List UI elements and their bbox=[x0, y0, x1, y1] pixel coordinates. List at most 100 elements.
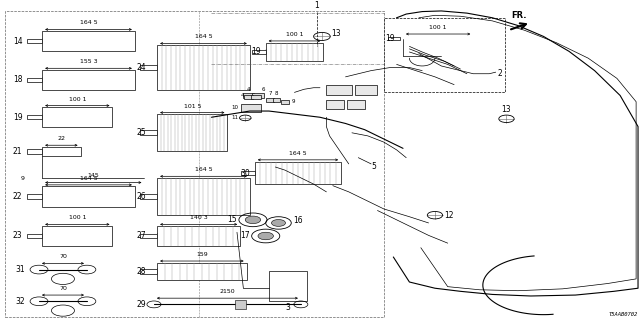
Bar bbox=[266, 98, 274, 102]
Bar bbox=[42, 107, 113, 127]
Text: 100 1: 100 1 bbox=[68, 97, 86, 101]
Bar bbox=[157, 45, 250, 90]
Bar bbox=[244, 95, 253, 100]
Text: 17: 17 bbox=[240, 231, 250, 241]
Text: 13: 13 bbox=[502, 105, 511, 114]
Text: 19: 19 bbox=[251, 47, 260, 57]
Circle shape bbox=[245, 216, 260, 224]
Bar bbox=[255, 162, 341, 184]
Text: 26: 26 bbox=[136, 192, 146, 201]
Text: 3: 3 bbox=[285, 303, 291, 312]
Bar bbox=[241, 104, 260, 112]
Text: 9: 9 bbox=[20, 176, 24, 181]
Bar bbox=[140, 65, 157, 70]
Text: 164 5: 164 5 bbox=[80, 176, 97, 181]
Bar bbox=[157, 226, 240, 246]
Bar bbox=[157, 263, 246, 280]
Text: 19: 19 bbox=[13, 113, 22, 122]
Text: 18: 18 bbox=[13, 76, 22, 84]
Text: 100 1: 100 1 bbox=[68, 215, 86, 220]
Bar bbox=[281, 100, 289, 104]
Circle shape bbox=[258, 232, 273, 240]
Text: 100 1: 100 1 bbox=[429, 25, 447, 30]
Bar bbox=[326, 84, 352, 95]
Text: 70: 70 bbox=[59, 286, 67, 291]
Bar bbox=[355, 84, 378, 95]
Bar bbox=[266, 44, 323, 60]
Text: 140 3: 140 3 bbox=[190, 215, 207, 220]
Text: 19: 19 bbox=[385, 34, 395, 43]
Text: 22: 22 bbox=[58, 136, 65, 141]
Text: 4: 4 bbox=[241, 93, 244, 98]
Bar bbox=[157, 114, 227, 151]
Bar bbox=[27, 115, 42, 119]
Bar bbox=[27, 78, 42, 82]
Text: 159: 159 bbox=[196, 252, 208, 257]
Text: 101 5: 101 5 bbox=[184, 104, 201, 108]
Text: 100 1: 100 1 bbox=[285, 32, 303, 37]
Bar bbox=[326, 100, 344, 109]
Text: 14: 14 bbox=[13, 36, 22, 46]
Bar bbox=[140, 194, 157, 199]
Text: 12: 12 bbox=[445, 211, 454, 220]
Text: 1: 1 bbox=[314, 1, 319, 10]
Bar bbox=[243, 93, 254, 98]
Bar bbox=[348, 100, 365, 109]
Text: 28: 28 bbox=[136, 267, 146, 276]
Text: 164 5: 164 5 bbox=[195, 167, 212, 172]
Circle shape bbox=[271, 220, 285, 226]
Text: 164 5: 164 5 bbox=[80, 20, 97, 25]
Text: 25: 25 bbox=[136, 128, 146, 137]
Bar bbox=[42, 226, 113, 246]
Bar bbox=[273, 98, 280, 102]
Text: 164 5: 164 5 bbox=[289, 151, 307, 156]
Text: 7: 7 bbox=[268, 91, 272, 96]
Bar bbox=[269, 271, 307, 301]
Text: 32: 32 bbox=[15, 297, 25, 306]
Text: 30: 30 bbox=[240, 169, 250, 178]
Text: 6: 6 bbox=[262, 87, 266, 92]
Text: 31: 31 bbox=[15, 265, 25, 274]
Bar bbox=[42, 187, 135, 207]
Text: 23: 23 bbox=[13, 231, 22, 241]
Bar bbox=[241, 171, 255, 175]
Text: 21: 21 bbox=[13, 147, 22, 156]
Bar bbox=[140, 131, 157, 135]
Text: 4: 4 bbox=[247, 87, 250, 92]
Bar bbox=[384, 18, 505, 92]
Bar bbox=[42, 147, 81, 156]
Text: 11: 11 bbox=[231, 116, 238, 120]
Bar bbox=[252, 50, 266, 54]
Text: 164 5: 164 5 bbox=[195, 34, 212, 39]
Bar bbox=[235, 300, 246, 309]
Bar bbox=[252, 95, 261, 100]
Text: 22: 22 bbox=[13, 192, 22, 201]
Text: 13: 13 bbox=[332, 29, 341, 38]
Bar bbox=[140, 269, 157, 274]
Text: 9: 9 bbox=[291, 99, 295, 104]
Text: FR.: FR. bbox=[511, 11, 527, 20]
Bar bbox=[252, 93, 264, 98]
Bar bbox=[4, 11, 385, 317]
Text: 29: 29 bbox=[136, 300, 146, 309]
Text: 27: 27 bbox=[136, 231, 146, 241]
Text: 2: 2 bbox=[497, 69, 502, 78]
Bar bbox=[27, 234, 42, 238]
Text: 16: 16 bbox=[293, 216, 303, 225]
Bar bbox=[42, 31, 135, 51]
Text: 145: 145 bbox=[88, 173, 99, 179]
Bar bbox=[157, 178, 250, 215]
Bar bbox=[388, 37, 400, 40]
Bar bbox=[27, 194, 42, 199]
Text: 15: 15 bbox=[227, 215, 237, 224]
Bar bbox=[27, 39, 42, 43]
Text: T5AAB0702: T5AAB0702 bbox=[609, 312, 638, 317]
Text: 155 3: 155 3 bbox=[80, 59, 97, 64]
Text: 24: 24 bbox=[136, 63, 146, 72]
Text: 8: 8 bbox=[275, 91, 278, 96]
Text: 5: 5 bbox=[372, 163, 377, 172]
Text: 2150: 2150 bbox=[220, 289, 236, 294]
Bar bbox=[140, 234, 157, 238]
Bar bbox=[42, 70, 135, 90]
Text: 70: 70 bbox=[59, 254, 67, 259]
